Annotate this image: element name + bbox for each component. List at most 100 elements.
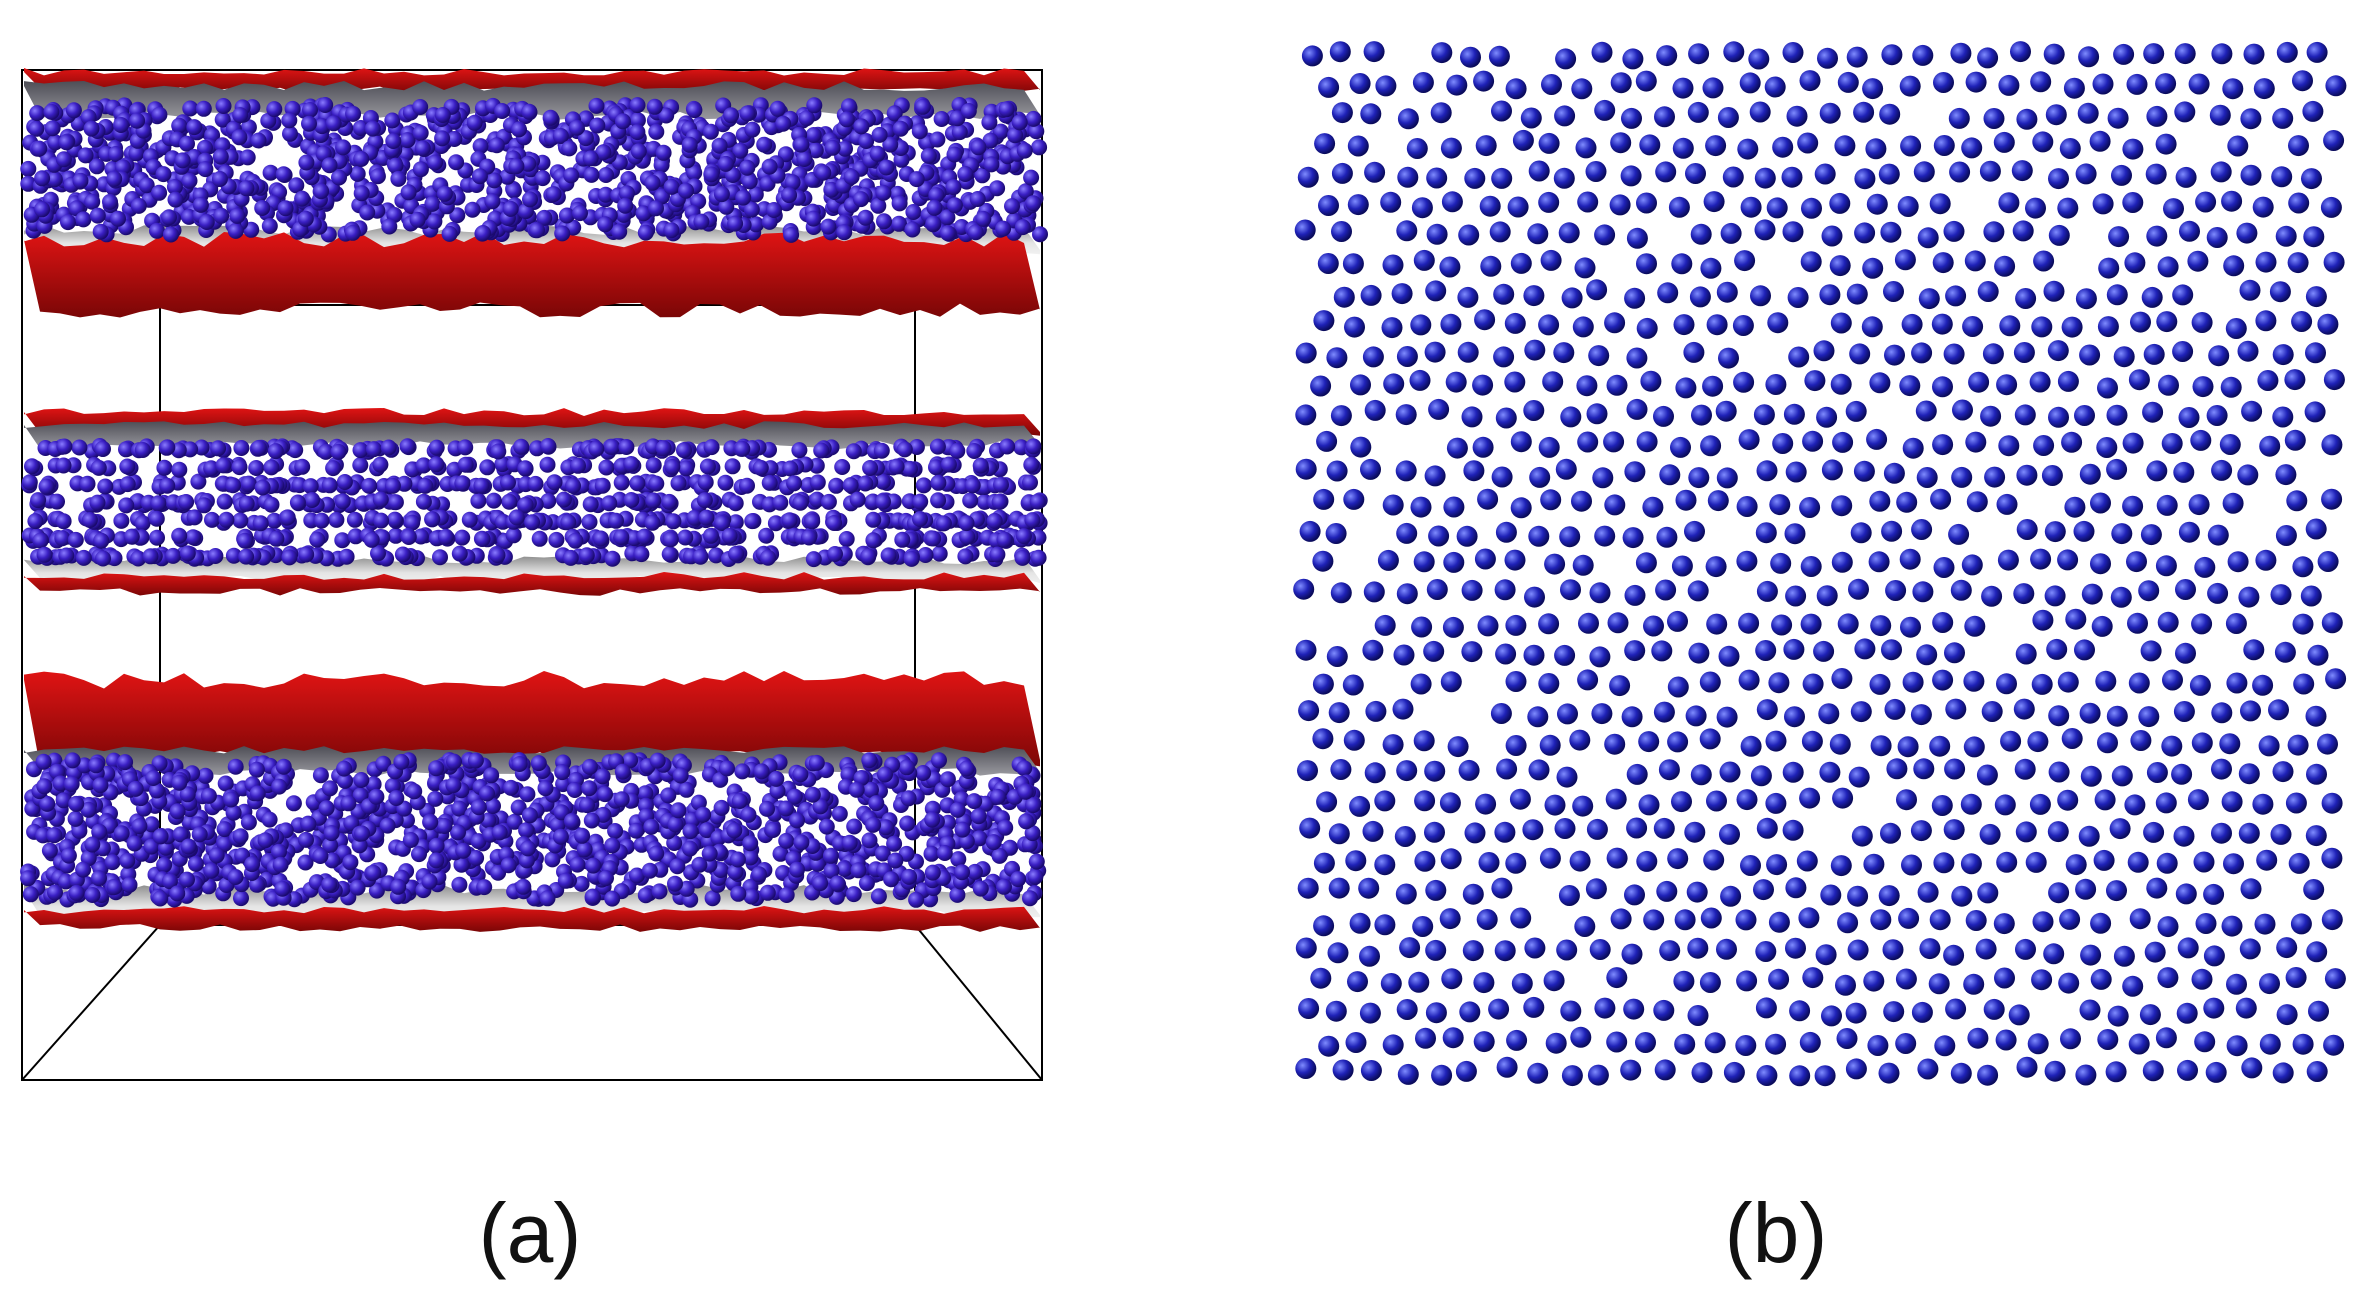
- particle: [2173, 701, 2195, 722]
- particle: [949, 110, 966, 127]
- particle: [2144, 941, 2166, 963]
- particle: [1983, 221, 2005, 243]
- particle: [1460, 46, 1481, 68]
- particle: [974, 167, 991, 184]
- particle: [2156, 494, 2178, 516]
- particle: [1638, 731, 1660, 753]
- particle: [2227, 551, 2249, 573]
- particle: [1609, 194, 1631, 216]
- particle: [2195, 913, 2217, 934]
- particle: [1900, 616, 1921, 638]
- particle: [1591, 41, 1613, 63]
- particle: [181, 172, 198, 189]
- particle: [2272, 761, 2294, 783]
- particle: [648, 845, 665, 862]
- particle: [75, 211, 92, 228]
- particle: [2225, 318, 2247, 339]
- particle: [1699, 671, 1721, 693]
- particle: [1574, 916, 1596, 937]
- particle: [967, 224, 984, 241]
- particle: [257, 832, 274, 849]
- particle: [1699, 728, 1721, 750]
- particle: [337, 772, 353, 789]
- particle: [761, 158, 778, 175]
- particle: [2014, 758, 2036, 780]
- particle: [995, 220, 1012, 237]
- particle: [2285, 792, 2307, 814]
- particle: [248, 761, 265, 778]
- particle: [2045, 104, 2067, 126]
- particle: [1439, 256, 1461, 278]
- particle: [2162, 669, 2183, 691]
- particle: [2291, 311, 2313, 332]
- particle: [384, 112, 401, 129]
- particle: [1374, 854, 1396, 876]
- particle: [1479, 195, 1501, 217]
- particle: [2301, 168, 2322, 190]
- particle: [472, 138, 489, 155]
- particle: [702, 123, 719, 140]
- particle: [1594, 525, 1616, 547]
- particle: [1313, 915, 1335, 937]
- particle: [2124, 794, 2146, 816]
- particle: [598, 870, 614, 887]
- particle: [2306, 763, 2327, 785]
- particle: [1397, 108, 1419, 130]
- particle: [1688, 43, 1710, 65]
- particle: [1911, 1001, 1933, 1023]
- particle: [1477, 488, 1499, 510]
- particle: [321, 876, 338, 893]
- particle: [210, 440, 227, 457]
- particle: [1527, 223, 1549, 245]
- particle: [390, 170, 407, 187]
- particle: [1703, 191, 1725, 213]
- particle: [1837, 912, 1859, 934]
- particle: [853, 118, 870, 135]
- particle: [829, 875, 846, 892]
- particle: [1674, 909, 1696, 931]
- particle: [2321, 792, 2343, 814]
- particle: [467, 752, 484, 769]
- particle: [55, 457, 72, 474]
- particle: [123, 528, 140, 545]
- particle: [1491, 877, 1513, 899]
- particle: [1607, 612, 1629, 634]
- particle: [2189, 674, 2211, 696]
- particle: [1318, 195, 1339, 216]
- particle: [46, 171, 63, 188]
- particle: [2236, 222, 2258, 244]
- particle: [660, 787, 677, 804]
- particle: [1913, 161, 1935, 183]
- particle: [648, 475, 665, 492]
- particle: [837, 140, 853, 157]
- particle: [894, 531, 911, 548]
- particle: [1862, 257, 1884, 279]
- particle: [1295, 639, 1317, 661]
- particle: [2172, 341, 2194, 362]
- particle: [1706, 613, 1728, 635]
- particle: [806, 97, 823, 114]
- particle: [106, 550, 123, 567]
- particle: [949, 442, 966, 459]
- particle: [2272, 1062, 2294, 1084]
- particle: [1463, 460, 1485, 482]
- particle: [1571, 490, 1592, 512]
- particle: [179, 135, 195, 152]
- particle: [1523, 996, 1545, 1018]
- particle: [1847, 939, 1869, 961]
- particle: [1028, 123, 1045, 140]
- particle: [644, 174, 661, 191]
- particle: [2239, 279, 2261, 301]
- particle: [91, 870, 107, 887]
- particle: [1462, 883, 1484, 905]
- particle: [1555, 48, 1577, 70]
- particle: [171, 117, 188, 134]
- particle: [2325, 75, 2347, 97]
- particle: [2079, 344, 2101, 366]
- particle: [424, 511, 441, 528]
- particle: [49, 493, 65, 510]
- particle: [1863, 970, 1885, 992]
- particle: [2156, 852, 2178, 874]
- particle: [372, 456, 389, 473]
- particle: [172, 826, 189, 843]
